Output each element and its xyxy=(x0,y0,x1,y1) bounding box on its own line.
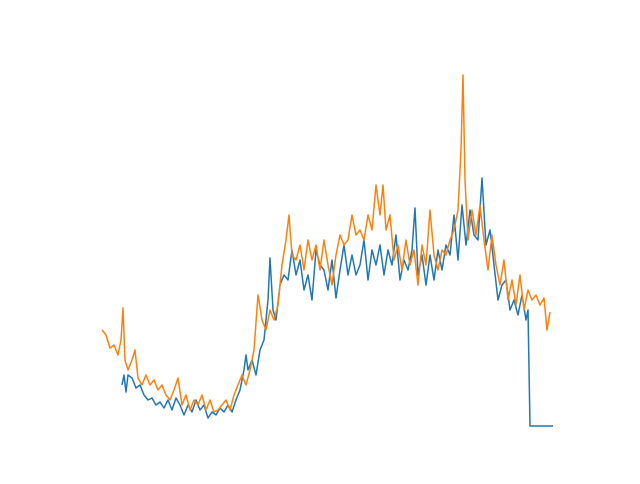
line-series xyxy=(121,177,553,427)
line-series xyxy=(101,74,551,413)
